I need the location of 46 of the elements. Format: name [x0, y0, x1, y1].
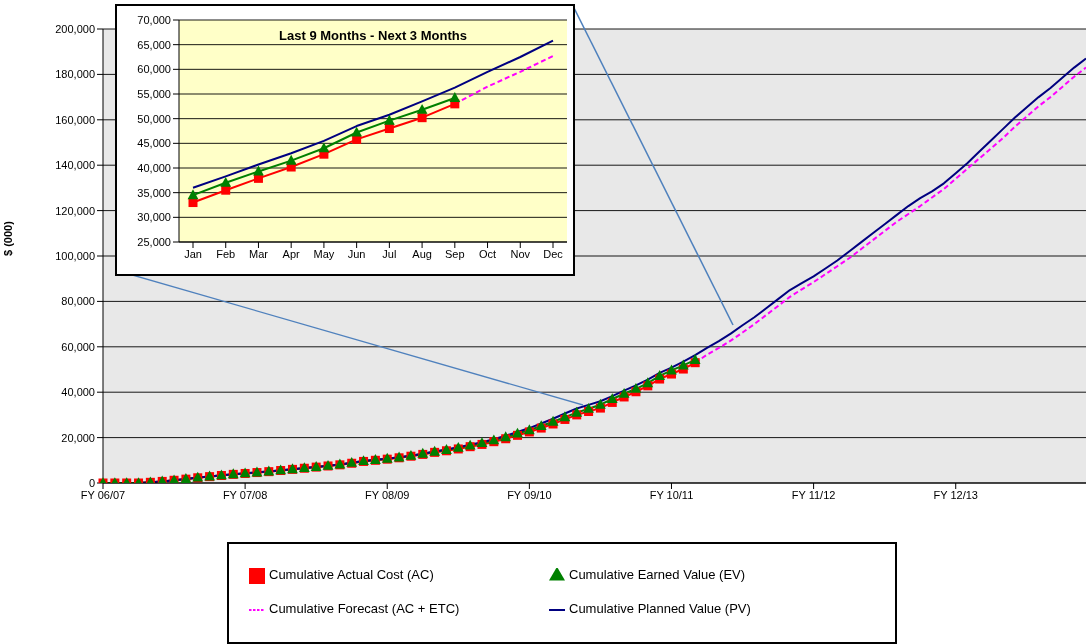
- y-tick-label: 160,000: [55, 113, 95, 126]
- y-tick-label: 30,000: [137, 211, 171, 224]
- x-tick-label: Sep: [445, 247, 465, 260]
- y-tick-label: 40,000: [137, 161, 171, 174]
- y-tick-label: 80,000: [61, 295, 95, 308]
- x-tick-label: FY 12/13: [933, 488, 978, 501]
- legend-label: Cumulative Forecast (AC + ETC): [269, 600, 461, 618]
- y-tick-label: 20,000: [61, 431, 95, 444]
- x-tick-label: Jan: [184, 247, 202, 260]
- y-tick-label: 140,000: [55, 159, 95, 172]
- x-tick-label: Mar: [248, 247, 269, 260]
- y-tick-label: 60,000: [137, 63, 171, 76]
- x-tick-label: Jul: [382, 247, 397, 260]
- y-tick-label: 35,000: [137, 186, 171, 199]
- y-tick-label: 180,000: [55, 68, 95, 81]
- x-tick-label: Feb: [216, 247, 236, 260]
- x-tick-label: FY 10/11: [649, 488, 694, 501]
- x-tick-label: Apr: [282, 247, 301, 260]
- x-tick-label: Dec: [543, 247, 564, 260]
- y-tick-label: 200,000: [55, 22, 95, 35]
- x-tick-label: May: [313, 247, 335, 260]
- y-tick-label: 0: [88, 476, 95, 489]
- x-tick-label: FY 06/07: [80, 488, 126, 501]
- y-tick-label: 100,000: [55, 249, 95, 262]
- x-tick-label: Nov: [510, 247, 531, 260]
- x-tick-label: FY 07/08: [222, 488, 268, 501]
- x-tick-label: FY 09/10: [507, 488, 552, 501]
- y-tick-label: 55,000: [137, 87, 171, 100]
- y-tick-label: 25,000: [137, 235, 171, 248]
- legend-label: Cumulative Planned Value (PV): [569, 600, 752, 618]
- x-tick-label: FY 11/12: [791, 488, 836, 501]
- x-tick-label: Aug: [412, 247, 432, 260]
- y-tick-label: 40,000: [61, 386, 95, 399]
- x-tick-label: Jun: [347, 247, 366, 260]
- x-tick-label: FY 08/09: [365, 488, 410, 501]
- y-tick-label: 65,000: [137, 38, 171, 51]
- y-tick-label: 70,000: [137, 13, 171, 26]
- y-tick-label: 60,000: [61, 340, 95, 353]
- legend-label: Cumulative Earned Value (EV): [569, 566, 747, 584]
- y-axis-title: $ (000): [1, 220, 14, 256]
- y-tick-label: 50,000: [137, 112, 171, 125]
- y-tick-label: 120,000: [55, 204, 95, 217]
- text: Last 9 Months - Next 3 Months: [278, 28, 468, 43]
- y-tick-label: 45,000: [137, 137, 171, 150]
- legend-label: Cumulative Actual Cost (AC): [269, 566, 435, 584]
- x-tick-label: Oct: [478, 247, 497, 260]
